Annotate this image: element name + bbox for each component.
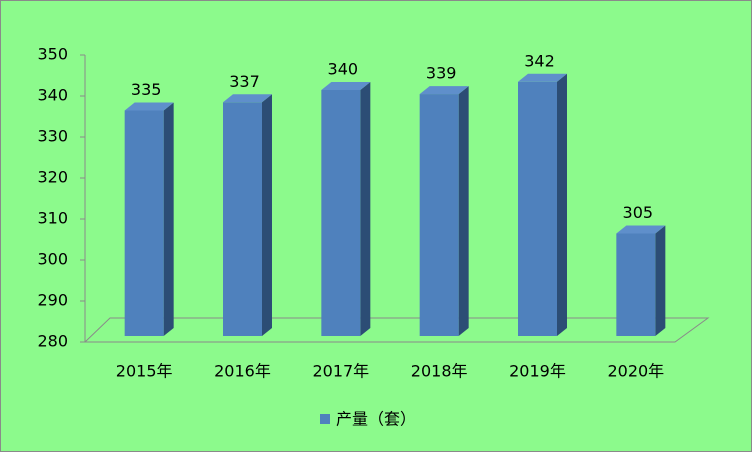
- bar: [518, 81, 557, 336]
- value-label: 340: [328, 60, 359, 79]
- x-tick-label: 2018年: [411, 362, 468, 381]
- value-label: 335: [131, 80, 162, 99]
- bar: [419, 94, 459, 336]
- value-label: 342: [524, 51, 555, 70]
- bar-top: [223, 94, 272, 103]
- value-label: 339: [426, 64, 457, 83]
- bar-top: [419, 86, 469, 95]
- bar-top: [518, 73, 567, 82]
- value-label: 337: [229, 72, 260, 91]
- y-tick-label: 290: [37, 291, 68, 310]
- y-tick-label: 350: [37, 45, 68, 64]
- x-tick-label: 2020年: [607, 362, 664, 381]
- bar: [321, 90, 361, 336]
- y-tick-label: 300: [37, 250, 68, 269]
- bar-top: [124, 102, 174, 111]
- x-tick-label: 2017年: [312, 362, 369, 381]
- legend-label: 产量（套）: [336, 410, 416, 429]
- bar: [124, 110, 164, 336]
- x-tick-label: 2016年: [214, 362, 271, 381]
- x-tick-label: 2015年: [116, 362, 173, 381]
- bar-side: [458, 86, 469, 336]
- y-tick-label: 320: [37, 168, 68, 187]
- bar-top: [321, 82, 371, 90]
- y-tick-label: 310: [37, 209, 68, 228]
- bar-top: [616, 225, 666, 234]
- bar-side: [163, 102, 174, 336]
- y-tick-label: 340: [37, 86, 68, 105]
- bar: [616, 233, 656, 336]
- bar-side: [655, 225, 666, 336]
- legend-swatch: [320, 414, 330, 424]
- bar-side: [262, 94, 272, 336]
- floor: [83, 317, 710, 343]
- bar: [223, 102, 262, 336]
- bar-side: [360, 82, 371, 336]
- value-label: 305: [623, 203, 654, 222]
- y-tick-label: 330: [37, 127, 68, 146]
- y-tick-label: 280: [37, 332, 68, 351]
- bar-side: [557, 73, 567, 337]
- x-tick-label: 2019年: [509, 362, 566, 381]
